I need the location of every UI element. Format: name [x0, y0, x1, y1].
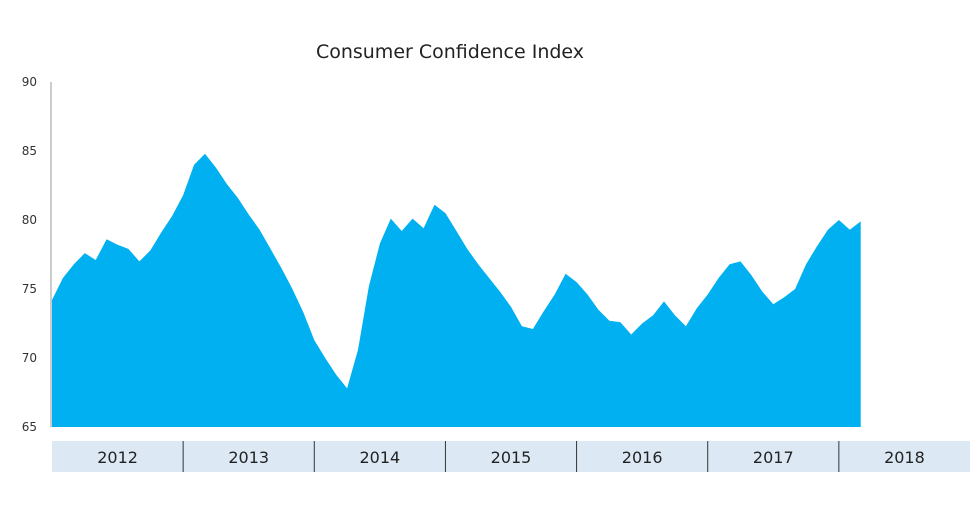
area-series — [52, 153, 861, 428]
y-tick-label: 65 — [22, 420, 37, 434]
year-label: 2012 — [97, 448, 138, 467]
year-label: 2017 — [753, 448, 794, 467]
year-band: 2012 2013 2014 2015 2016 2017 2018 — [52, 441, 970, 472]
year-band-background — [52, 441, 970, 472]
y-tick-label: 75 — [22, 282, 37, 296]
y-tick-label: 80 — [22, 213, 37, 227]
chart-title: Consumer Confidence Index — [316, 41, 584, 63]
year-label: 2015 — [491, 448, 532, 467]
y-tick-label: 85 — [22, 144, 37, 158]
y-tick-label: 70 — [22, 351, 37, 365]
y-axis-ticks: 65 70 75 80 85 90 — [22, 75, 37, 434]
year-label: 2014 — [359, 448, 400, 467]
year-label: 2016 — [622, 448, 663, 467]
y-tick-label: 90 — [22, 75, 37, 89]
year-label: 2013 — [228, 448, 269, 467]
year-label: 2018 — [884, 448, 925, 467]
